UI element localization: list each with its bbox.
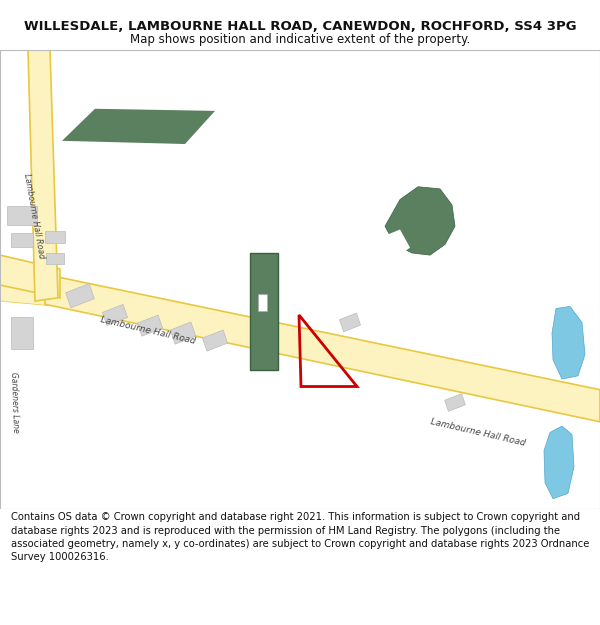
Text: Lambourne Hall Road: Lambourne Hall Road bbox=[430, 417, 526, 447]
Bar bbox=[65, 284, 94, 308]
Bar bbox=[170, 322, 196, 344]
Bar bbox=[11, 233, 33, 247]
Bar bbox=[45, 231, 65, 243]
Polygon shape bbox=[385, 187, 455, 255]
Polygon shape bbox=[544, 426, 574, 499]
Text: Map shows position and indicative extent of the property.: Map shows position and indicative extent… bbox=[130, 33, 470, 46]
Polygon shape bbox=[0, 264, 58, 306]
Text: WILLESDALE, LAMBOURNE HALL ROAD, CANEWDON, ROCHFORD, SS4 3PG: WILLESDALE, LAMBOURNE HALL ROAD, CANEWDO… bbox=[23, 21, 577, 33]
Bar bbox=[137, 315, 163, 336]
Bar bbox=[258, 294, 267, 311]
Bar bbox=[202, 330, 227, 351]
Bar bbox=[7, 206, 37, 225]
Polygon shape bbox=[552, 306, 585, 379]
Polygon shape bbox=[0, 255, 60, 298]
Bar bbox=[445, 394, 466, 411]
Polygon shape bbox=[28, 50, 58, 301]
Bar bbox=[11, 317, 33, 349]
Polygon shape bbox=[62, 109, 215, 144]
Polygon shape bbox=[45, 274, 600, 422]
Bar bbox=[340, 313, 361, 332]
Text: Contains OS data © Crown copyright and database right 2021. This information is : Contains OS data © Crown copyright and d… bbox=[11, 512, 589, 562]
Bar bbox=[46, 253, 64, 264]
Bar bbox=[103, 304, 128, 326]
Text: Lambourne Hall Road: Lambourne Hall Road bbox=[22, 173, 46, 259]
Text: Gardeners Lane: Gardeners Lane bbox=[10, 372, 20, 433]
Polygon shape bbox=[250, 253, 278, 371]
Text: Lambourne Hall Road: Lambourne Hall Road bbox=[100, 316, 196, 346]
Polygon shape bbox=[380, 229, 410, 258]
